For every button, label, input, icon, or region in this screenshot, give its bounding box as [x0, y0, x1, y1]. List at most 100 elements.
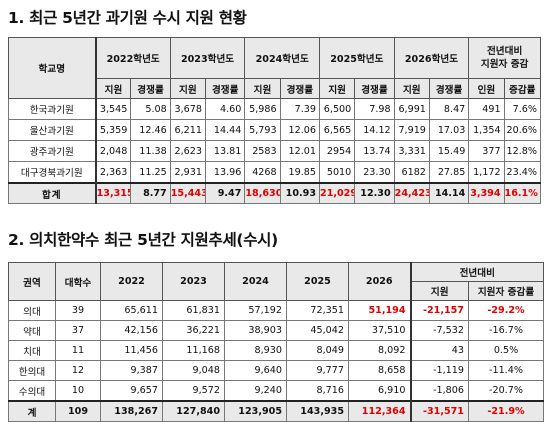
rate-cell: -21.9%	[468, 400, 544, 422]
table-cell: 57,192	[224, 300, 287, 321]
kaist-applications-table: 학교명 2022학년도 2023학년도 2024학년도 2025학년도 2026…	[7, 37, 542, 204]
table-cell: 143,935	[286, 400, 349, 422]
sub-applicants-header: 지원	[94, 78, 132, 99]
rate-cell: -29.2%	[468, 300, 544, 321]
table-cell: 8,658	[348, 360, 411, 381]
sub-ratio-header: 경쟁률	[354, 78, 395, 99]
table-cell: 2954	[319, 140, 356, 162]
sub-ratio-header: 경쟁률	[130, 78, 171, 99]
diff-cell: -21,157	[409, 300, 469, 321]
table2-subheader-row: 지원 지원자 증감률	[9, 281, 544, 301]
total-row: 합계 13,315 8.77 15,443 9.47 18,630 10.93 21,029 1…	[7, 182, 542, 204]
table-cell: 9,048	[162, 360, 225, 381]
school-header: 학교명	[7, 37, 97, 99]
table-cell: 7.98	[354, 98, 395, 120]
diff-cell: -7,532	[409, 320, 469, 341]
table-cell: 5,986	[244, 98, 281, 120]
table-cell: 38,903	[224, 320, 287, 341]
table-cell: 14.14	[428, 182, 470, 204]
table-cell: 9,387	[100, 360, 163, 381]
sub-rate-header: 지원자 증감률	[468, 281, 544, 301]
region-name: 약대	[8, 320, 56, 341]
table-cell: 6,565	[319, 119, 356, 141]
table-cell: 123,905	[224, 400, 287, 422]
table-cell: 13.96	[204, 161, 246, 184]
year-header-2024: 2024학년도	[244, 37, 321, 79]
table-row: 한국과기원 3,545 5.08 3,678 4.60 5,986 7.39 6,500 7.9…	[7, 98, 542, 120]
table-cell: 51,194	[348, 300, 411, 321]
table-cell: 42,156	[100, 320, 163, 341]
table-cell: 12.01	[279, 140, 321, 162]
table-cell: 6182	[393, 161, 430, 184]
year-header-2023: 2023	[162, 262, 225, 301]
total-row: 계 109 138,267 127,840 123,905 143,935 112,364-…	[8, 400, 544, 422]
section2-title: 2. 의치한약수 최근 5년간 지원추세(수시)	[8, 231, 278, 249]
table-cell: 14.12	[354, 119, 395, 141]
table-cell: 9,777	[286, 360, 349, 381]
table-cell: 9,572	[162, 380, 225, 402]
change-header: 전년대비 지원자 증감	[468, 37, 541, 79]
sub-applicants-header: 지원	[244, 78, 281, 99]
sub-applicants-header: 지원	[409, 281, 469, 301]
table-row: 치대 11 11,456 11,168 8,930 8,049 8,092 43 0.5%	[8, 340, 544, 361]
sub-people-header: 인원	[468, 78, 505, 99]
univ-count: 37	[55, 320, 101, 341]
year-header-2025: 2025학년도	[319, 37, 395, 79]
table-row: 약대 37 42,156 36,221 38,903 45,042 37,510 -7,532…	[8, 320, 544, 341]
table-cell: 377	[468, 140, 505, 162]
table1-header-row: 학교명 2022학년도 2023학년도 2024학년도 2025학년도 2026…	[7, 37, 541, 99]
sub-ratio-header: 경쟁률	[428, 78, 470, 99]
table-cell: 12.46	[130, 119, 171, 141]
table-cell: 12.30	[354, 182, 395, 204]
school-name: 합계	[7, 182, 97, 204]
univ-count: 12	[55, 360, 101, 381]
sub-rate-header: 증감률	[503, 78, 542, 99]
region-name: 의대	[8, 300, 56, 321]
table-cell: 2,363	[94, 161, 132, 184]
diff-cell: -1,806	[409, 380, 469, 402]
table-row: 수의대 10 9,657 9,572 9,240 8,716 6,910 -1,806 -20.…	[8, 380, 544, 402]
table-cell: 11,456	[100, 340, 163, 361]
table-cell: 23.4%	[503, 161, 542, 184]
region-name: 수의대	[8, 380, 56, 402]
rate-cell: 0.5%	[468, 340, 544, 361]
table-cell: 45,042	[286, 320, 349, 341]
table-cell: 36,221	[162, 320, 225, 341]
table2-header-row: 권역 대학수 2022 2023 2024 2025 2026 전년대비	[8, 262, 544, 301]
table-cell: 5.08	[130, 98, 171, 120]
table-cell: 491	[468, 98, 505, 120]
table-cell: 138,267	[100, 400, 163, 422]
table-cell: 6,910	[348, 380, 411, 402]
year-header-2023: 2023학년도	[169, 37, 246, 79]
table-cell: 24,423	[393, 182, 430, 204]
year-header-2024: 2024	[224, 262, 287, 301]
table-cell: 2,623	[169, 140, 206, 162]
table-cell: 5,359	[94, 119, 132, 141]
school-name: 광주과기원	[7, 140, 97, 162]
univ-count: 10	[55, 380, 101, 402]
table-row: 의대 39 65,611 61,831 57,192 72,351 51,194 -21,15…	[8, 300, 544, 321]
table-cell: 27.85	[428, 161, 470, 184]
table-cell: 127,840	[162, 400, 225, 422]
rate-cell: -16.7%	[468, 320, 544, 341]
table-cell: 6,500	[319, 98, 356, 120]
table-cell: 13.74	[354, 140, 395, 162]
change-header: 전년대비	[409, 262, 544, 282]
table-cell: 1,172	[468, 161, 505, 184]
table-row: 광주과기원 2,048 11.38 2,623 13.81 2583 12.01 2954 13…	[7, 140, 542, 162]
table-cell: 3,394	[468, 182, 505, 204]
table-row: 울산과기원 5,359 12.46 6,211 14.44 5,793 12.06 6,565…	[7, 119, 542, 141]
univ-count-header: 대학수	[55, 262, 101, 301]
school-name: 한국과기원	[7, 98, 97, 120]
table-cell: 15,443	[169, 182, 206, 204]
table-cell: 4268	[244, 161, 281, 184]
table-cell: 3,678	[169, 98, 206, 120]
diff-cell: -31,571	[409, 400, 469, 422]
table-cell: 20.6%	[503, 119, 542, 141]
school-name: 대구경북과기원	[7, 161, 97, 184]
table-cell: 13,315	[94, 182, 132, 204]
table-cell: 61,831	[162, 300, 225, 321]
univ-count: 39	[55, 300, 101, 321]
table-cell: 16.1%	[503, 182, 542, 204]
table-cell: 1,354	[468, 119, 505, 141]
